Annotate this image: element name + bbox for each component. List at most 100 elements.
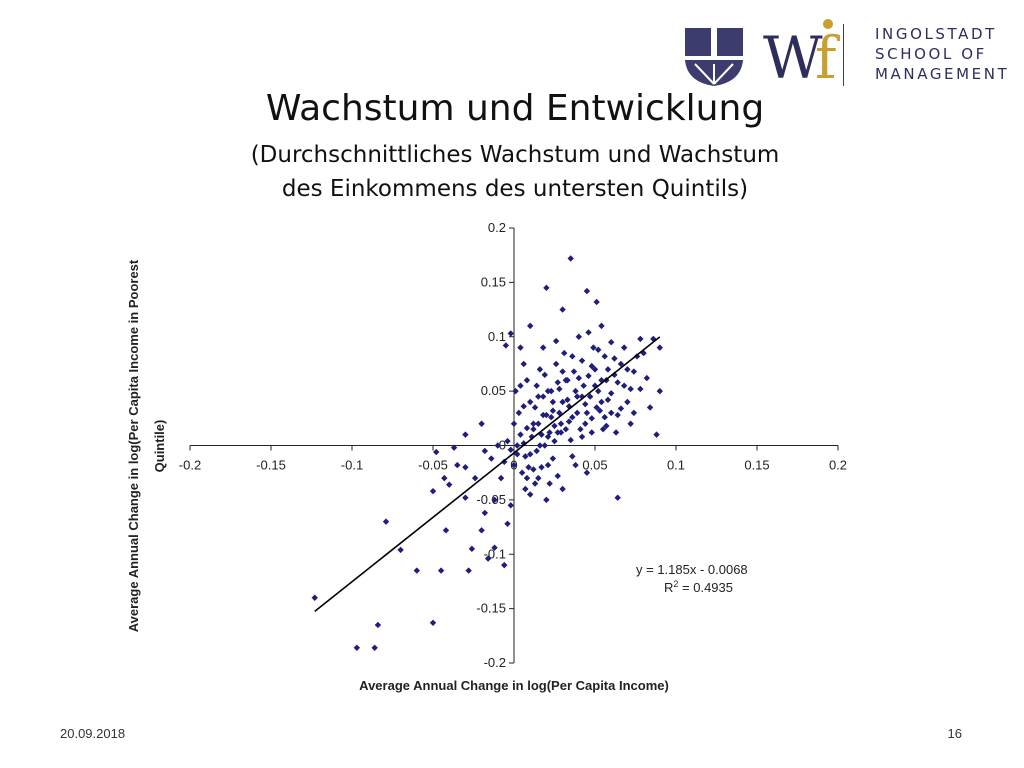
scatter-point [575,333,582,340]
scatter-point [653,431,660,438]
scatter-point [611,355,618,362]
scatter-point [504,437,511,445]
y-tick-label: 0.05 [481,383,506,398]
scatter-point [546,429,553,436]
scatter-point [569,453,576,460]
scatter-point [549,398,557,406]
scatter-point [578,393,586,400]
scatter-point [599,425,607,433]
scatter-point [429,487,437,495]
scatter-point [371,644,378,651]
y-tick-label: -0.15 [476,601,506,616]
scatter-point [530,425,537,433]
scatter-point [561,349,568,357]
logo-text: INGOLSTADT SCHOOL OF MANAGEMENT [875,24,1009,84]
scatter-point [559,485,566,493]
scatter-point [620,382,628,389]
scatter-point [512,387,519,395]
scatter-point [353,644,361,651]
scatter-point [643,374,651,382]
scatter-point [633,353,641,360]
logo-line-1: INGOLSTADT [875,25,997,43]
scatter-point [608,390,615,397]
scatter-point [515,409,523,417]
scatter-point [573,393,581,400]
footer-page-number: 16 [947,726,962,741]
scatter-point [413,567,420,574]
scatter-point [569,353,576,360]
scatter-point [656,387,663,395]
scatter-point [544,461,552,469]
scatter-point [548,387,555,395]
scatter-point [527,398,534,406]
scatter-point [548,414,555,421]
scatter-point [530,466,537,473]
scatter-point [533,447,540,455]
scatter-point [536,366,544,373]
scatter-point [565,418,573,425]
scatter-point [559,306,566,313]
scatter-point [527,322,534,330]
scatter-point [572,461,579,469]
scatter-point [523,424,531,432]
scatter-point [596,407,604,414]
scatter-point [567,436,574,444]
scatter-point [627,385,634,393]
chart-points [311,255,663,651]
scatter-point [590,344,597,351]
scatter-point [564,396,571,404]
scatter-point [564,377,571,384]
scatter-point [557,429,565,436]
r-squared-value: = 0.4935 [678,580,733,595]
r-squared-label: R2 = 0.4935 [664,579,733,595]
scatter-point [637,385,644,393]
scatter-point [601,353,608,360]
scatter-point [523,377,531,384]
scatter-point [559,398,566,406]
scatter-point [484,555,492,562]
scatter-point [650,335,657,343]
scatter-point [578,357,586,364]
scatter-point [583,409,591,417]
logo-divider [843,24,844,86]
scatter-point [588,429,595,436]
scatter-point [593,298,600,306]
scatter-point [556,385,563,393]
trendline [314,336,661,613]
x-axis-label: Average Annual Change in log(Per Capita … [359,678,669,693]
scatter-point [510,420,518,427]
scatter-point [543,496,550,504]
scatter-point [531,480,539,487]
scatter-point [535,474,542,482]
scatter-point [583,469,591,476]
scatter-point [535,393,542,400]
scatter-point [656,344,663,351]
scatter-point [539,393,547,400]
chart-axes [189,227,839,664]
scatter-point [541,442,548,449]
scatter-point [595,346,602,353]
scatter-point [517,382,524,389]
svg-text:f: f [815,24,840,88]
scatter-point [518,469,526,476]
scatter-point [549,455,557,462]
scatter-point [604,396,612,404]
scatter-point [397,546,404,554]
scatter-point [614,379,621,386]
scatter-point [617,360,625,368]
scatter-point [572,387,579,395]
scatter-point [491,544,498,551]
scatter-point [614,411,621,419]
scatter-point [536,442,544,449]
scatter-point [554,379,561,386]
scatter-point [502,342,510,349]
scatter-point [546,480,553,487]
scatter-point [637,335,644,343]
logo-line-3: MANAGEMENT [875,65,1010,83]
scatter-point [591,366,599,373]
scatter-point [562,425,570,433]
scatter-point [585,372,592,380]
scatter-point [520,360,527,368]
scatter-point [539,344,547,351]
scatter-point [446,481,453,488]
